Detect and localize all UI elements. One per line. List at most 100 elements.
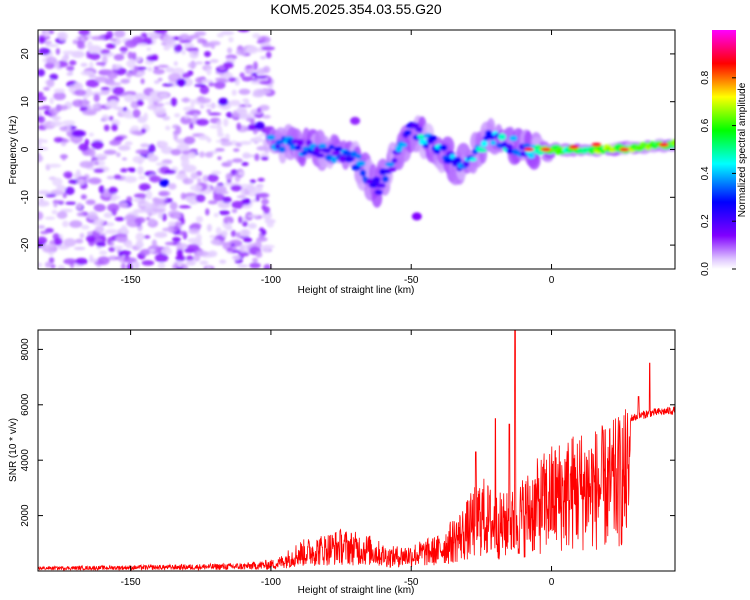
spectrogram-cell [257, 89, 271, 95]
spectrogram-cell [172, 236, 181, 243]
spectrogram-cell [108, 186, 118, 194]
spectrogram-cell [95, 76, 109, 83]
spectrogram-cell [140, 78, 145, 85]
spectrogram-cell [176, 249, 184, 257]
spectrogram-cell [381, 175, 389, 183]
spectrogram-peak [524, 147, 535, 152]
spectrogram-cell [125, 242, 133, 249]
spectrogram-cell [190, 222, 202, 229]
spectrogram-cell [195, 194, 206, 203]
spectrogram-cell [195, 215, 204, 223]
spectrogram-cell [410, 122, 419, 129]
spectrogram-cell [238, 113, 250, 120]
spectrogram-cell [107, 82, 122, 86]
spectrogram-cell [38, 236, 48, 245]
spectrogram-cell [206, 67, 212, 76]
x-tick-label: -100 [261, 275, 281, 286]
spectrogram-cell [183, 115, 191, 119]
spectrogram-cell [294, 145, 302, 151]
spectrogram-cell [72, 39, 78, 45]
spectrogram-cell [76, 212, 84, 217]
spectrogram-cell [78, 143, 89, 152]
spectrogram-cell [38, 106, 46, 111]
spectrogram-cell [260, 156, 269, 161]
spectrogram-cell [159, 178, 170, 187]
spectrogram-cell [104, 229, 119, 235]
spectrogram-cell [161, 146, 174, 155]
spectrogram-cell [157, 77, 163, 82]
spectrogram-cell [186, 243, 200, 251]
spectrogram-cell [43, 86, 50, 91]
spectrogram-cell [169, 201, 178, 211]
spectrogram-cell [207, 250, 218, 258]
spectrogram-cell [203, 50, 211, 58]
spectrogram-cell [103, 124, 110, 132]
spectrogram-cell [190, 184, 203, 192]
spectrogram-cell [163, 197, 173, 204]
spectrogram-cell [181, 97, 191, 103]
colorbar-gradient [712, 30, 736, 269]
colorbar: 0.0 0.2 0.4 0.6 0.8 Normalized spectral ampl… [700, 30, 748, 276]
spectrogram-cell [175, 125, 182, 135]
spectrogram-cell [43, 30, 50, 37]
spectrogram-cell [223, 72, 234, 80]
spectrogram-cell [189, 49, 199, 59]
spectrogram-cell [51, 209, 58, 215]
spectrogram-cell [196, 250, 209, 257]
spectrogram-cell [137, 43, 148, 47]
spectrogram-cell [65, 201, 77, 205]
spectrogram-cell [238, 170, 245, 176]
spectrogram-cell [38, 36, 46, 44]
spectrogram-cell [135, 232, 145, 242]
spectrogram-cell [237, 264, 249, 268]
spectrogram-cell [38, 47, 51, 56]
spectrogram-cell [92, 104, 99, 109]
y-tick-label: 2000 [20, 504, 31, 527]
spectrogram-cell [38, 91, 44, 97]
spectrogram-cell [64, 186, 75, 196]
spectrogram-cell [216, 182, 224, 187]
spectrogram-cell [176, 266, 183, 269]
spectrogram-cell [132, 155, 145, 164]
spectrogram-cell [146, 47, 151, 52]
spectrogram-cell [93, 93, 100, 103]
spectrogram-cell [68, 85, 75, 93]
spectrogram-cell [260, 244, 272, 253]
spectrogram-cell [223, 118, 229, 127]
spectrogram-cell [44, 62, 55, 70]
spectrogram-cell [193, 113, 199, 118]
spectrogram-cell [296, 139, 305, 147]
y-tick-label: 4000 [20, 449, 31, 472]
spectrogram-cell [246, 46, 259, 54]
spectrogram-cell [231, 89, 237, 96]
spectrogram-cell [118, 145, 131, 151]
spectrogram-cell [103, 212, 113, 219]
spectrogram-cell [56, 185, 66, 192]
spectrogram-cell [98, 185, 105, 194]
spectrogram-cell [85, 235, 96, 243]
spectrogram-cell [148, 98, 154, 106]
spectrogram-cell [198, 134, 209, 140]
spectrogram-cell [153, 66, 159, 70]
spectrogram-cell [38, 111, 43, 117]
spectrogram-cell [257, 185, 263, 193]
spectrogram-cell [226, 159, 233, 165]
spectrogram-cell [240, 187, 245, 196]
spectrogram-cell [256, 107, 262, 113]
spectrogram-cell [480, 140, 488, 148]
spectrogram-cell [140, 143, 150, 148]
spectrogram-cell [50, 264, 56, 269]
spectrogram-cell [93, 203, 106, 212]
spectrogram-cell [185, 260, 196, 266]
spectrogram-cell [213, 81, 226, 90]
spectrogram-cell [200, 104, 205, 109]
spectrogram-cell [391, 158, 398, 164]
spectrogram-cell [38, 225, 46, 229]
spectrogram-cell [331, 150, 341, 156]
spectrogram-cell [170, 149, 182, 156]
spectrogram-cell [176, 78, 187, 87]
spectrogram-cell [158, 92, 169, 98]
spectrogram-cell [216, 120, 222, 126]
spectrogram-cell [216, 33, 224, 38]
spectrogram-cell [38, 262, 43, 268]
